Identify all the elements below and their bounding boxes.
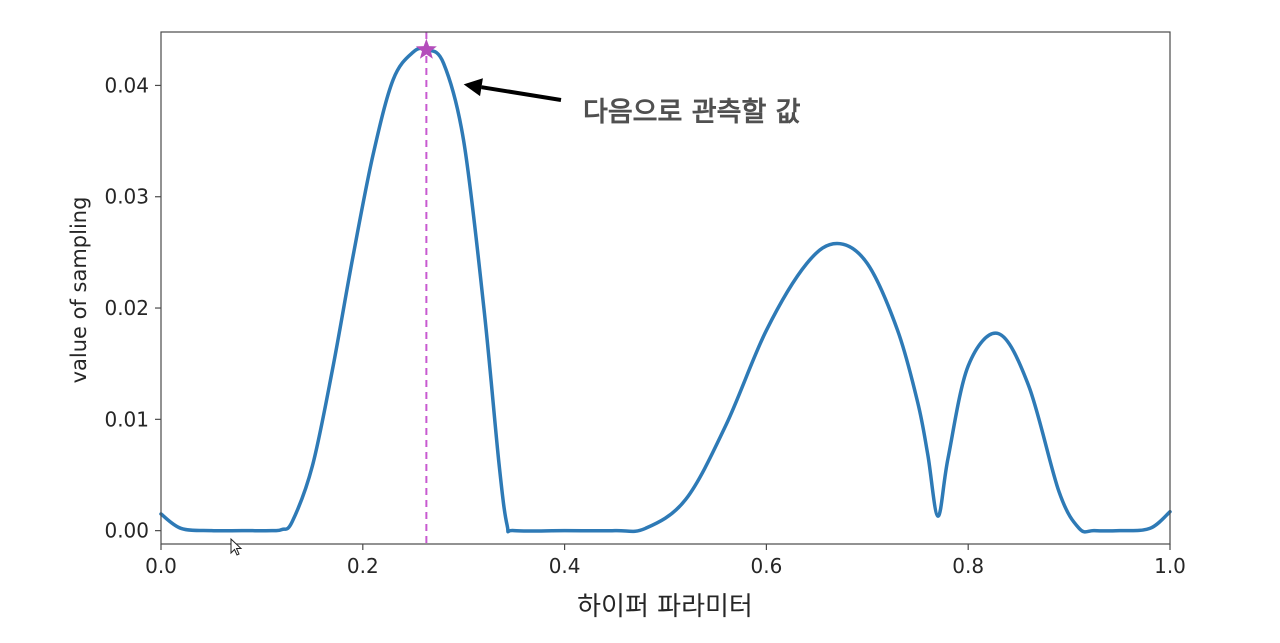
x-tick-label: 0.0 <box>145 554 177 578</box>
mouse-cursor-icon <box>230 537 243 556</box>
x-tick-label: 0.8 <box>952 554 984 578</box>
axes: 0.0 0.2 0.4 0.6 0.8 1.0 0.00 0.01 0.02 0.03 0.04 <box>104 31 1186 578</box>
annotation-arrow-head <box>463 78 483 97</box>
plot-area <box>159 32 1172 544</box>
y-tick-label: 0.03 <box>104 185 149 209</box>
y-tick-label: 0.00 <box>104 519 149 543</box>
y-tick-label: 0.04 <box>104 73 149 97</box>
annotation-arrow-shaft <box>481 85 562 102</box>
x-tick-label: 0.4 <box>549 554 581 578</box>
max-star-marker <box>415 38 437 59</box>
series-line-0 <box>159 46 1172 534</box>
axes-frame <box>160 31 1171 545</box>
x-tick-label: 0.6 <box>750 554 782 578</box>
x-tick-label: 1.0 <box>1154 554 1186 578</box>
x-tick-label: 0.2 <box>347 554 379 578</box>
y-axis-label: value of sampling <box>67 197 91 384</box>
annotation-label: 다음으로 관측할 값 <box>583 97 801 128</box>
y-tick-label: 0.01 <box>104 407 149 431</box>
x-axis-label: 하이퍼 파라미터 <box>577 592 753 622</box>
y-tick-label: 0.02 <box>104 296 149 320</box>
